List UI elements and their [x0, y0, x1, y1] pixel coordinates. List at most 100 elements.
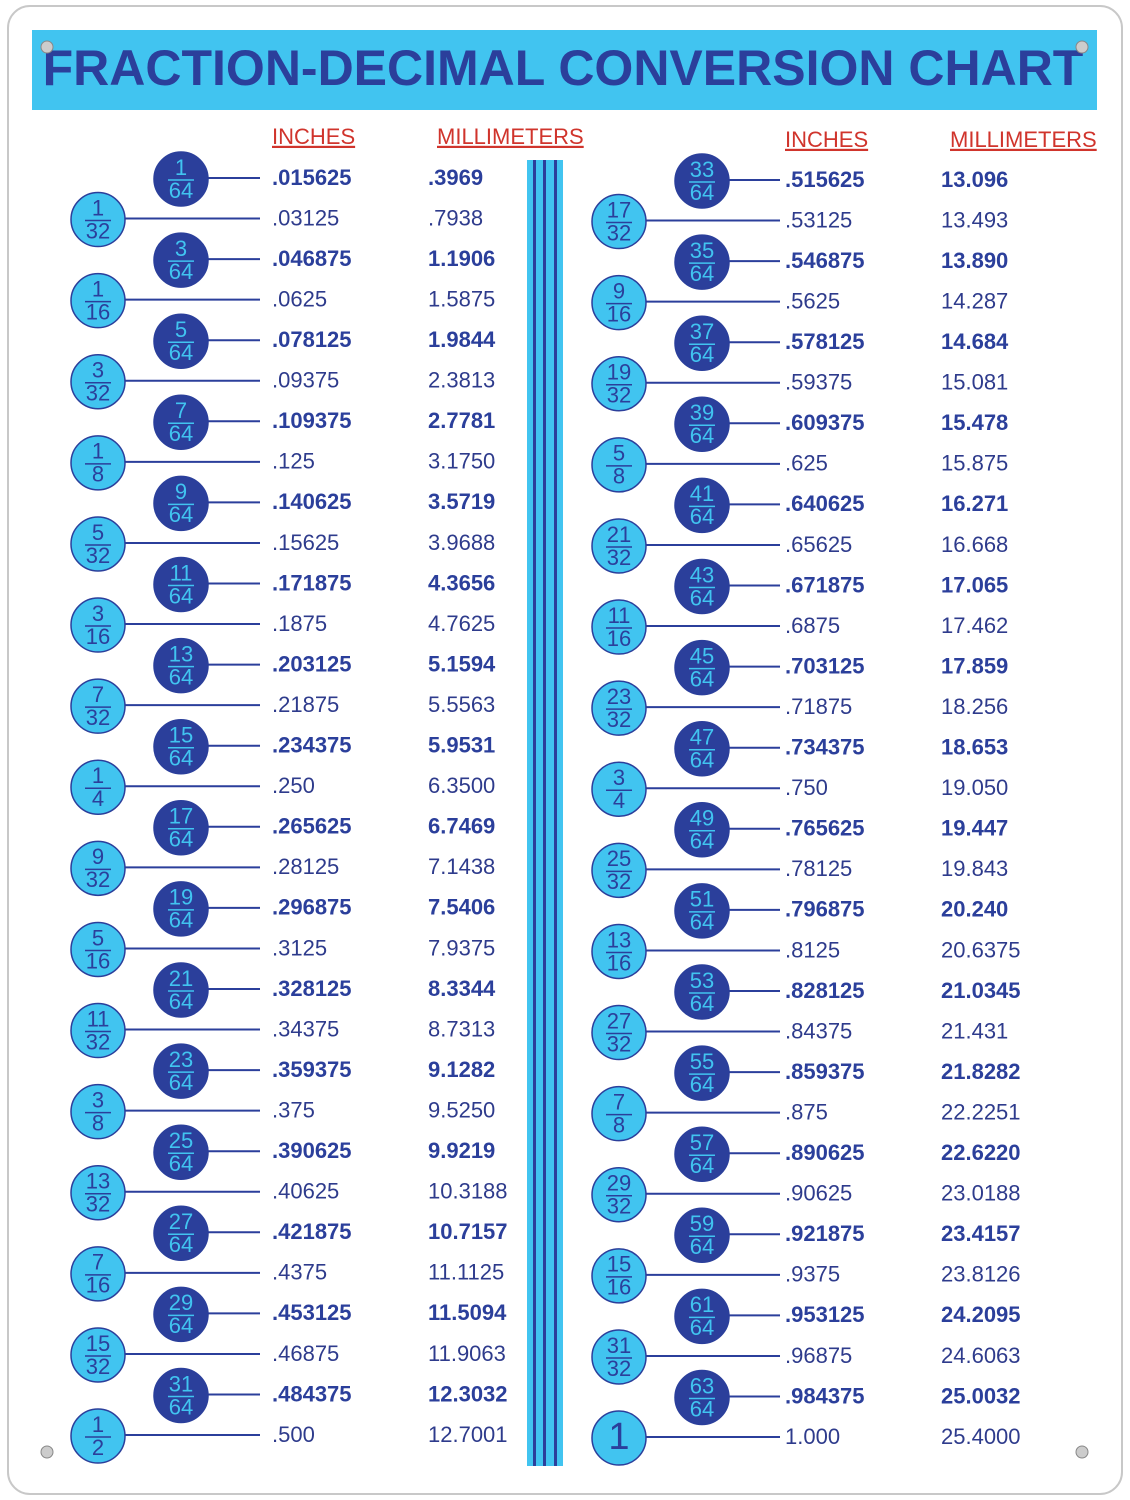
inches-value: .21875 — [272, 692, 339, 717]
fraction-circle — [153, 718, 209, 775]
numerator: 13 — [607, 927, 631, 952]
inches-value: .71875 — [785, 694, 852, 719]
mm-value: 18.653 — [941, 735, 1008, 760]
inches-value: .59375 — [785, 370, 852, 395]
numerator: 53 — [690, 968, 714, 993]
inches-value: .796875 — [785, 897, 865, 922]
inches-value: .703125 — [785, 653, 865, 678]
numerator: 13 — [86, 1169, 110, 1194]
numerator: 29 — [169, 1290, 193, 1315]
fraction-circle — [153, 1286, 209, 1343]
fraction-circle — [70, 921, 126, 978]
denominator: 32 — [86, 705, 110, 730]
inches-value: .90625 — [785, 1181, 852, 1206]
mm-value: 20.240 — [941, 897, 1008, 922]
denominator: 16 — [86, 1273, 110, 1298]
numerator: 11 — [87, 1006, 110, 1031]
inches-value: .375 — [272, 1097, 315, 1122]
denominator: 64 — [690, 585, 714, 610]
numerator: 39 — [690, 400, 714, 425]
fraction-circle — [153, 151, 209, 207]
numerator: 9 — [613, 278, 625, 303]
column-header: INCHES — [272, 124, 355, 149]
denominator: 64 — [690, 342, 714, 367]
denominator: 2 — [92, 1435, 104, 1460]
mm-value: 21.431 — [941, 1018, 1008, 1043]
denominator: 64 — [169, 583, 193, 608]
mm-value: 20.6375 — [941, 937, 1021, 962]
denominator: 64 — [690, 1396, 714, 1421]
denominator: 4 — [92, 786, 104, 811]
fraction-circle — [674, 883, 730, 939]
mm-value: 25.4000 — [941, 1424, 1021, 1449]
inches-value: .09375 — [272, 368, 339, 393]
numerator: 59 — [690, 1211, 714, 1236]
mm-value: 11.5094 — [428, 1300, 507, 1325]
numerator: 61 — [690, 1292, 714, 1317]
fraction-circle — [153, 556, 209, 613]
denominator: 64 — [169, 1070, 193, 1095]
inches-value: .609375 — [785, 410, 865, 435]
denominator: 64 — [169, 746, 193, 771]
mm-value: 8.7313 — [428, 1016, 495, 1041]
denominator: 32 — [607, 545, 631, 570]
fraction-circle — [70, 840, 126, 897]
fraction-circle — [591, 923, 647, 980]
mm-value: 4.7625 — [428, 611, 495, 636]
denominator: 16 — [607, 950, 631, 975]
numerator: 37 — [690, 319, 714, 344]
mm-value: 12.3032 — [428, 1381, 508, 1406]
numerator: 51 — [690, 887, 714, 912]
fraction-circle — [153, 1043, 209, 1099]
mm-value: 14.684 — [941, 329, 1009, 354]
fraction-circle — [674, 639, 730, 696]
inches-value: .015625 — [272, 165, 352, 190]
numerator: 11 — [608, 603, 631, 628]
numerator: 11 — [170, 560, 193, 585]
numerator: 1 — [92, 763, 104, 788]
fraction-circle — [674, 396, 730, 453]
inches-value: .625 — [785, 451, 828, 476]
mm-value: 3.1750 — [428, 449, 495, 474]
hole — [1075, 40, 1089, 54]
whole-number: 1 — [608, 1416, 629, 1458]
denominator: 64 — [690, 1153, 714, 1178]
fraction-circle — [674, 802, 730, 858]
denominator: 16 — [607, 626, 631, 651]
numerator: 15 — [607, 1252, 631, 1277]
fraction-circle — [674, 558, 730, 615]
mm-value: 10.7157 — [428, 1219, 508, 1244]
fraction-circle — [153, 881, 209, 937]
numerator: 13 — [169, 641, 193, 666]
mm-value: 15.875 — [941, 451, 1008, 476]
numerator: 27 — [607, 1008, 631, 1033]
fraction-circle — [70, 191, 126, 248]
divider-line — [554, 160, 557, 1466]
mm-value: 2.3813 — [428, 368, 495, 393]
numerator: 43 — [690, 562, 714, 587]
mm-value: 15.081 — [941, 370, 1008, 395]
hole — [40, 1445, 54, 1459]
divider-line — [533, 160, 536, 1466]
inches-value: .046875 — [272, 246, 352, 271]
numerator: 19 — [607, 360, 631, 385]
denominator: 64 — [169, 259, 193, 284]
denominator: 32 — [86, 218, 110, 243]
mm-value: 5.9531 — [428, 733, 495, 758]
numerator: 15 — [169, 723, 193, 748]
column-header: INCHES — [785, 127, 868, 152]
fraction-circle — [591, 1004, 647, 1061]
fraction-circle — [674, 720, 730, 777]
inches-value: .921875 — [785, 1221, 865, 1246]
fraction-circle — [591, 518, 647, 574]
denominator: 64 — [169, 989, 193, 1014]
fraction-circle — [591, 193, 647, 250]
inches-value: .5625 — [785, 288, 840, 313]
numerator: 31 — [169, 1371, 193, 1396]
inches-value: .34375 — [272, 1016, 339, 1041]
fraction-circle — [674, 234, 730, 290]
numerator: 5 — [92, 520, 104, 545]
fraction-circle — [591, 1410, 647, 1466]
inches-value: .875 — [785, 1099, 828, 1124]
